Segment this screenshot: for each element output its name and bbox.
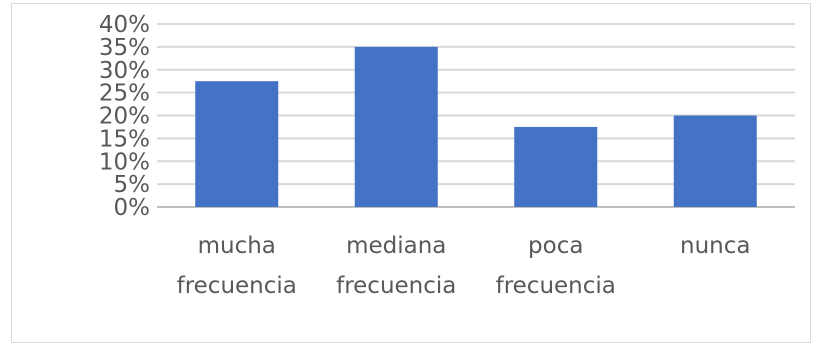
x-category-label: frecuencia bbox=[336, 273, 456, 299]
y-tick-label: 35% bbox=[99, 35, 150, 61]
y-tick-label: 5% bbox=[114, 172, 151, 198]
x-category-label: mucha bbox=[198, 233, 276, 259]
y-tick-label: 15% bbox=[99, 126, 150, 152]
x-category-label: frecuencia bbox=[177, 273, 297, 299]
bar bbox=[673, 115, 757, 207]
y-tick-label: 10% bbox=[99, 149, 150, 175]
y-tick-label: 40% bbox=[99, 12, 150, 38]
bar bbox=[354, 46, 438, 207]
bars bbox=[195, 46, 757, 207]
x-category-label: poca bbox=[528, 233, 583, 259]
x-category-label: mediana bbox=[346, 233, 446, 259]
x-category-label: nunca bbox=[680, 233, 750, 259]
y-tick-label: 30% bbox=[99, 58, 150, 84]
y-tick-label: 20% bbox=[99, 104, 150, 130]
x-axis-labels: mucha frecuencia mediana frecuencia poca frec… bbox=[177, 233, 751, 299]
y-axis-ticks: 0%5%10%15%20%25%30%35%40% bbox=[99, 12, 150, 221]
bar bbox=[514, 126, 598, 207]
bar bbox=[195, 81, 279, 207]
x-category-label: frecuencia bbox=[496, 273, 616, 299]
y-tick-label: 0% bbox=[114, 195, 151, 221]
y-tick-label: 25% bbox=[99, 81, 150, 107]
